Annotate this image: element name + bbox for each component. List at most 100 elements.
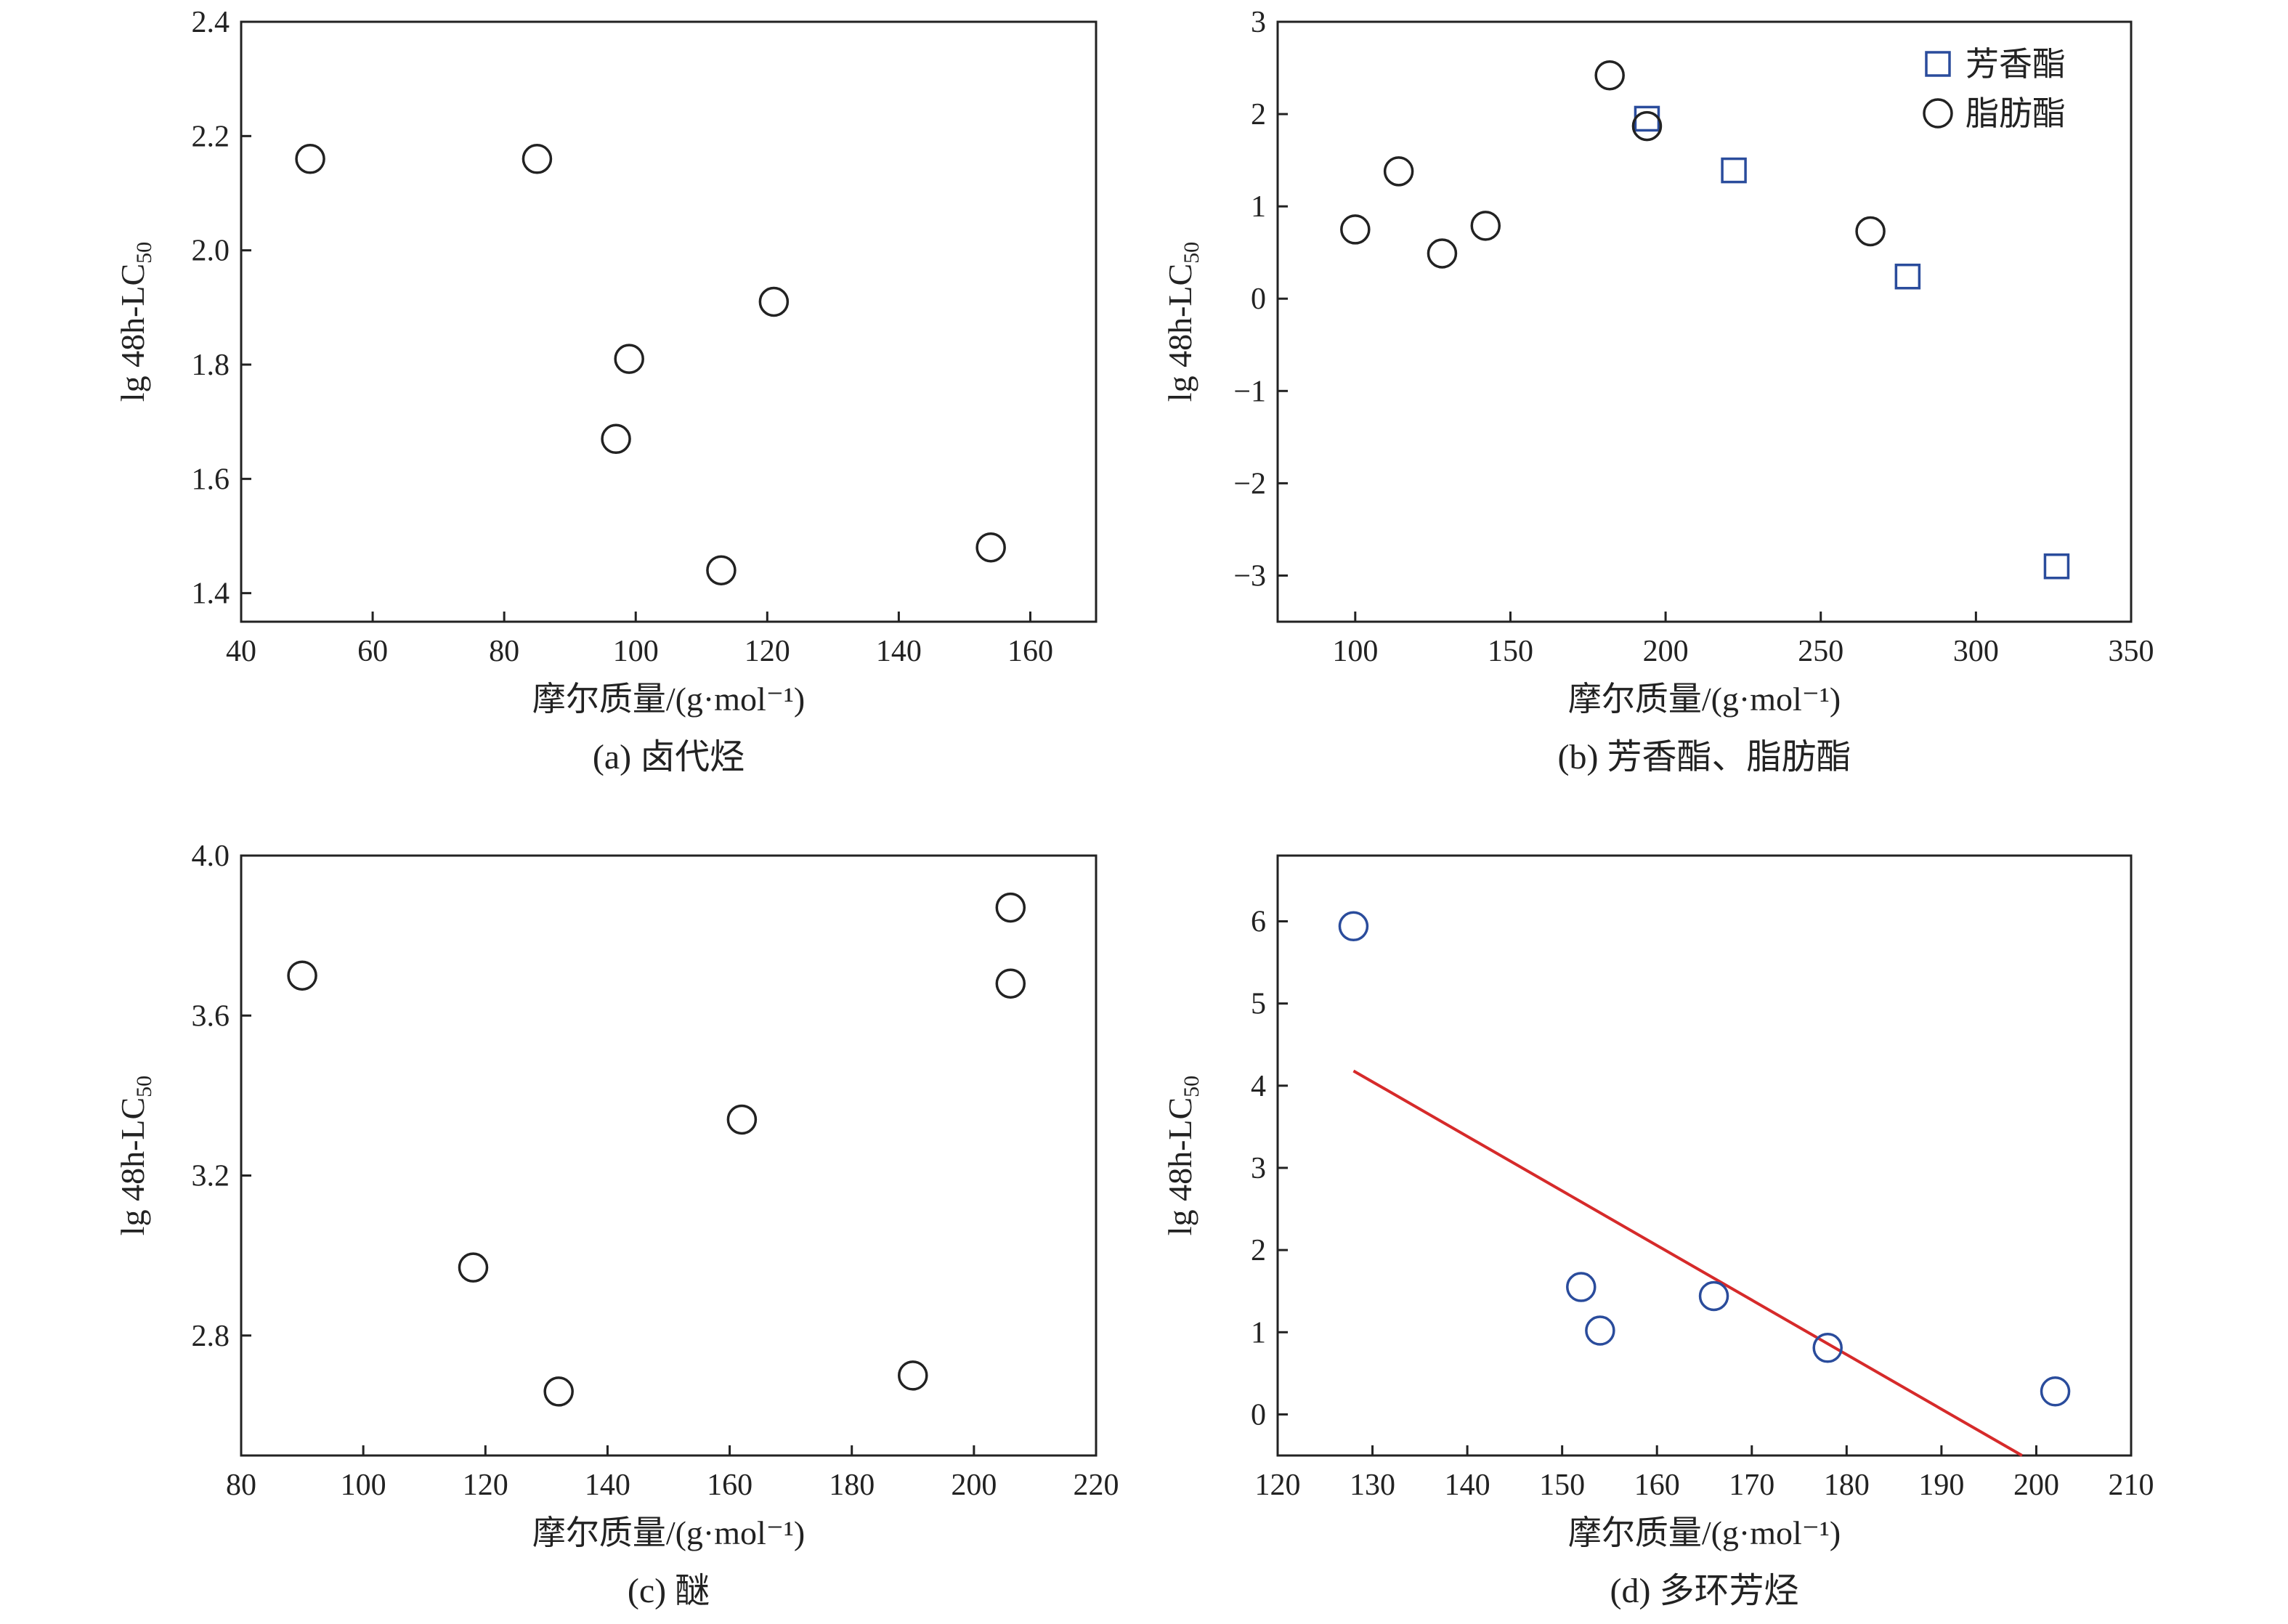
data-point-circle <box>726 1104 758 1135</box>
y-tick-label: 2.2 <box>192 120 230 153</box>
x-tick-label: 200 <box>951 1469 997 1502</box>
panel-caption: (c) 醚 <box>628 1572 710 1610</box>
data-point-circle <box>1812 1333 1843 1363</box>
panel-caption: (b) 芳香酯、脂肪酯 <box>1558 738 1851 776</box>
y-tick-label: 2.4 <box>192 6 230 39</box>
data-point-circle <box>1340 214 1371 245</box>
x-tick-label: 60 <box>357 635 388 668</box>
data-point-circle <box>1383 156 1414 187</box>
y-axis-label-subscript: 50 <box>1180 242 1204 264</box>
x-tick-label: 150 <box>1539 1469 1585 1502</box>
plot-frame <box>240 20 1098 623</box>
data-point-circle <box>1566 1272 1597 1302</box>
data-point-circle <box>1855 216 1886 247</box>
data-point-circle <box>2040 1376 2071 1407</box>
data-point-circle <box>1585 1315 1615 1346</box>
data-point-circle <box>1470 211 1501 241</box>
x-tick-label: 350 <box>2109 635 2154 668</box>
y-tick-label: 3.2 <box>192 1160 230 1193</box>
y-tick-label: 4 <box>1251 1070 1266 1103</box>
x-tick-label: 200 <box>1643 635 1689 668</box>
legend-marker-square <box>1925 51 1951 77</box>
y-tick-label: 3 <box>1251 6 1266 39</box>
x-axis-label: 摩尔质量/(g·mol⁻¹) <box>1568 681 1841 718</box>
x-tick-label: 160 <box>707 1469 752 1502</box>
data-point-circle <box>1698 1280 1729 1312</box>
x-tick-label: 80 <box>226 1469 256 1502</box>
data-point-circle <box>706 555 737 585</box>
data-point-circle <box>295 144 325 174</box>
x-tick-label: 160 <box>1007 635 1053 668</box>
legend-label: 脂肪酯 <box>1966 95 2066 132</box>
y-axis-label-subscript: 50 <box>132 242 156 264</box>
x-axis-label: 摩尔质量/(g·mol⁻¹) <box>532 681 805 718</box>
x-tick-label: 180 <box>1824 1469 1870 1502</box>
data-point-circle <box>287 960 317 991</box>
data-point-square <box>2043 553 2070 580</box>
y-tick-label: −3 <box>1233 559 1266 593</box>
y-tick-label: 1.8 <box>192 349 230 382</box>
data-point-circle <box>1594 60 1625 91</box>
x-tick-label: 200 <box>2013 1469 2059 1502</box>
x-tick-label: 220 <box>1074 1469 1119 1502</box>
x-tick-label: 120 <box>1255 1469 1301 1502</box>
chart-panel-a: 40 60 80 100 120 140 160 1.4 1.6 1.8 2.0 2.2 2.4 摩尔质量… <box>114 6 1098 776</box>
x-tick-label: 180 <box>829 1469 875 1502</box>
x-tick-label: 100 <box>613 635 659 668</box>
data-point-square <box>1634 105 1660 132</box>
data-point-circle <box>758 286 790 317</box>
y-axis-label-subscript: 50 <box>1180 1076 1204 1097</box>
data-point-circle <box>995 892 1026 923</box>
data-point-square <box>1721 157 1747 184</box>
y-axis-label: lg 48h-LC50 <box>114 1076 156 1235</box>
chart-panel-b: 100 150 200 250 300 350 −3 −2 −1 0 1 2 3 摩尔质量/(g·mol⁻… <box>1161 6 2154 776</box>
plot-frame <box>240 854 1098 1457</box>
data-point-circle <box>458 1252 489 1283</box>
y-tick-label: 1.6 <box>192 463 230 496</box>
x-tick-label: 80 <box>489 635 519 668</box>
plot-frame <box>1276 20 2133 623</box>
data-point-circle <box>1631 110 1663 142</box>
data-point-circle <box>898 1360 928 1391</box>
y-tick-label: 1 <box>1251 190 1266 224</box>
y-tick-label: 2.0 <box>192 235 230 268</box>
y-axis-label: lg 48h-LC50 <box>1161 1076 1204 1235</box>
data-point-circle <box>543 1376 574 1407</box>
x-axis-label: 摩尔质量/(g·mol⁻¹) <box>532 1514 805 1551</box>
x-tick-label: 170 <box>1729 1469 1774 1502</box>
x-tick-label: 40 <box>226 635 256 668</box>
x-tick-label: 210 <box>2109 1469 2154 1502</box>
x-tick-label: 130 <box>1350 1469 1395 1502</box>
x-tick-label: 120 <box>463 1469 508 1502</box>
legend-marker-circle <box>1923 98 1953 129</box>
y-tick-label: 1.4 <box>192 577 230 611</box>
x-tick-label: 250 <box>1798 635 1843 668</box>
data-point-circle <box>975 532 1006 563</box>
x-tick-label: 140 <box>1445 1469 1490 1502</box>
y-tick-label: −2 <box>1233 467 1266 500</box>
y-tick-label: 2 <box>1251 98 1266 131</box>
y-tick-label: 3.6 <box>192 999 230 1033</box>
y-axis-label: lg 48h-LC50 <box>1161 242 1204 402</box>
fit-line <box>1352 1069 2023 1457</box>
plot-frame <box>1276 854 2133 1457</box>
y-tick-label: 4.0 <box>192 840 230 873</box>
x-tick-label: 140 <box>585 1469 630 1502</box>
chart-panel-c: 80 100 120 140 160 180 200 220 2.8 3.2 3.6 4.0 摩尔质量/… <box>114 840 1119 1610</box>
panel-caption: (a) 卤代烃 <box>593 738 745 776</box>
x-axis-label: 摩尔质量/(g·mol⁻¹) <box>1568 1514 1841 1551</box>
x-tick-label: 150 <box>1488 635 1533 668</box>
y-tick-label: 2 <box>1251 1234 1266 1267</box>
data-point-square <box>1894 263 1921 290</box>
y-tick-label: 6 <box>1251 906 1266 939</box>
y-tick-label: 1 <box>1251 1316 1266 1349</box>
y-tick-label: 0 <box>1251 1398 1266 1432</box>
legend-label: 芳香酯 <box>1966 46 2066 83</box>
y-axis-label: lg 48h-LC50 <box>114 242 156 402</box>
x-tick-label: 120 <box>745 635 790 668</box>
x-tick-label: 300 <box>1953 635 1999 668</box>
x-tick-label: 100 <box>1332 635 1378 668</box>
chart-panel-d: 120 130 140 150 160 170 180 190 200 210 0 1 2 3 4 5 6 摩尔质… <box>1161 854 2154 1610</box>
